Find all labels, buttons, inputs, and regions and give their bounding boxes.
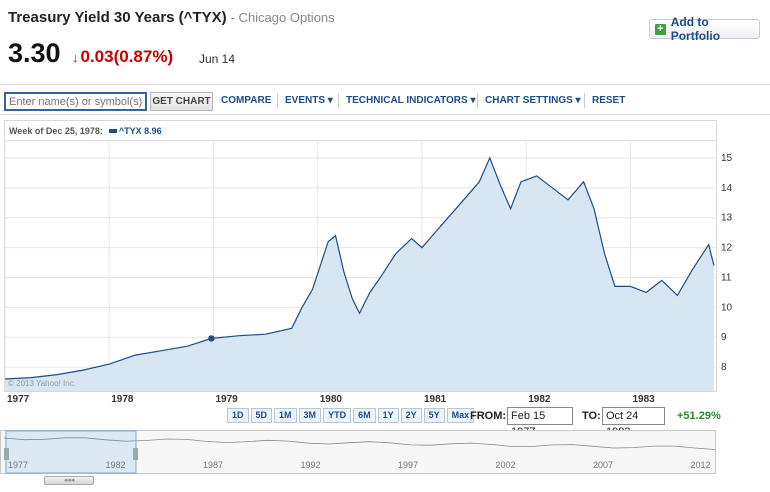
range-3m[interactable]: 3M — [298, 408, 322, 423]
x-tick-label: 1979 — [216, 394, 239, 405]
range-ytd[interactable]: YTD — [323, 408, 352, 423]
range-max[interactable]: Max — [446, 408, 475, 423]
range-5y[interactable]: 5Y — [423, 408, 445, 423]
x-tick-label: 1983 — [633, 394, 656, 405]
quote-title: Treasury Yield 30 Years (^TYX) - Chicago … — [8, 9, 335, 26]
quote-price: 3.30 — [8, 38, 61, 68]
range-buttons: 1D 5D 1M 3M YTD 6M 1Y 2Y 5Y Max — [227, 408, 476, 423]
x-tick-label: 1980 — [320, 394, 343, 405]
chart-panel: Week of Dec 25, 1978: ^TYX 8.96 — [4, 120, 717, 392]
events-menu[interactable]: EVENTS ▾ — [285, 95, 333, 106]
y-tick-label: 11 — [721, 272, 732, 283]
range-5d[interactable]: 5D — [250, 408, 273, 423]
legend-series: ^TYX 8.96 — [118, 126, 162, 136]
from-date-input[interactable]: Feb 15 1977 — [507, 407, 573, 438]
y-tick-label: 8 — [721, 362, 727, 373]
period-change: +51.29% — [677, 410, 721, 422]
x-tick-label: 1978 — [111, 394, 134, 405]
divider — [584, 93, 585, 108]
series-swatch — [108, 129, 117, 134]
technical-indicators-menu[interactable]: TECHNICAL INDICATORS ▾ — [346, 95, 476, 106]
x-tick-label: 1982 — [528, 394, 551, 405]
range-2y[interactable]: 2Y — [400, 408, 422, 423]
x-tick-label: 1977 — [7, 394, 30, 405]
quote-change: ↓ 0.03(0.87%) — [72, 47, 174, 66]
from-label: FROM: — [470, 410, 507, 422]
symbol-search-input[interactable] — [4, 92, 147, 111]
add-to-portfolio-button[interactable]: + Add to Portfolio — [649, 15, 760, 43]
compare-menu[interactable]: COMPARE — [221, 95, 272, 106]
x-tick-label: 1981 — [424, 394, 447, 405]
chart-legend: Week of Dec 25, 1978: ^TYX 8.96 — [5, 121, 716, 141]
chart-settings-menu[interactable]: CHART SETTINGS ▾ — [485, 95, 581, 106]
y-tick-label: 14 — [721, 183, 733, 194]
y-tick-label: 9 — [721, 332, 727, 343]
divider — [338, 93, 339, 108]
to-label: TO: — [582, 410, 601, 422]
exchange-label: - Chicago Options — [230, 10, 335, 25]
y-tick-label: 15 — [721, 153, 733, 164]
range-1d[interactable]: 1D — [227, 408, 249, 423]
y-tick-label: 13 — [721, 213, 733, 224]
range-1m[interactable]: 1M — [274, 408, 297, 423]
down-arrow-icon: ↓ — [72, 50, 79, 65]
y-tick-label: 10 — [721, 302, 733, 313]
plus-icon: + — [655, 23, 666, 35]
reset-button[interactable]: RESET — [592, 95, 626, 106]
range-1y[interactable]: 1Y — [377, 408, 399, 423]
get-chart-button[interactable]: GET CHART — [150, 92, 213, 111]
divider — [477, 93, 478, 108]
to-date-input[interactable]: Oct 24 1983 — [602, 407, 665, 438]
range-6m[interactable]: 6M — [353, 408, 376, 423]
divider — [277, 93, 278, 108]
chart-toolbar: GET CHART COMPARE EVENTS ▾ TECHNICAL IND… — [0, 84, 770, 115]
navigator-scrollbar[interactable]: ◂◂◂ — [44, 476, 94, 485]
quote-date: Jun 14 — [199, 52, 236, 66]
range-navigator[interactable] — [0, 430, 716, 474]
y-tick-label: 12 — [721, 243, 733, 254]
